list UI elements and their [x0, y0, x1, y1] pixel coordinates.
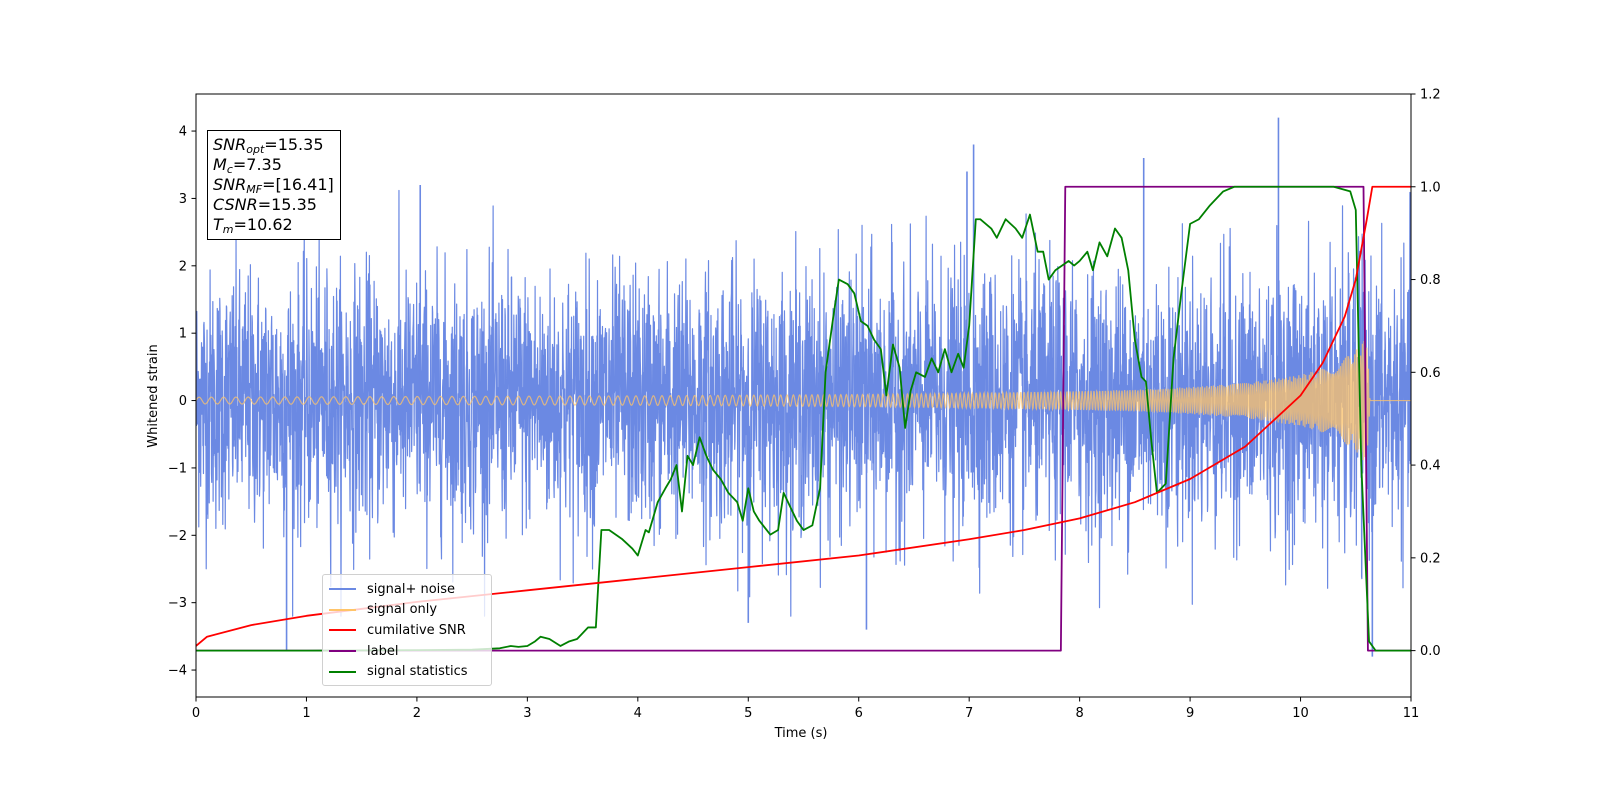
legend-swatch-signal-noise — [329, 588, 356, 591]
legend-swatch-signal-statistics — [329, 670, 356, 673]
y-left-tick-label: 2 — [179, 259, 187, 274]
right-y-axis-ticks: 0.0 0.2 0.4 0.6 0.8 1.0 1.2 — [1411, 88, 1441, 659]
snr-opt-annotation: SNRopt=15.35 — [213, 135, 324, 156]
y-left-tick-label: 4 — [179, 125, 187, 140]
y-axis-label: Whitened strain — [146, 344, 161, 447]
legend-item-cumulative-snr: cumilative SNR — [329, 620, 485, 641]
csnr-annotation: CSNR=15.35 — [213, 195, 317, 214]
legend-swatch-label — [329, 650, 356, 653]
snr-annotation-box: SNRopt=15.35 Mc=7.35 SNRMF=[16.41] CSNR=… — [207, 130, 341, 240]
legend-swatch-cumulative-snr — [329, 629, 356, 632]
x-tick-label: 9 — [1186, 706, 1194, 721]
signal-noise-trace — [196, 189, 1411, 617]
y-right-tick-label: 0.8 — [1420, 273, 1441, 288]
legend-swatch-signal-only — [329, 608, 356, 611]
y-left-tick-label: −3 — [168, 596, 187, 611]
x-tick-label: 6 — [855, 706, 863, 721]
left-y-axis-ticks: −4 −3 −2 −1 0 1 2 3 4 — [168, 125, 196, 679]
chart-legend: signal+ noise signal only cumilative SNR… — [322, 574, 492, 686]
y-left-tick-label: 0 — [179, 394, 187, 409]
x-tick-label: 8 — [1075, 706, 1083, 721]
y-right-tick-label: 0.0 — [1420, 644, 1441, 659]
y-right-tick-label: 0.6 — [1420, 366, 1441, 381]
legend-label-signal-only: signal only — [367, 602, 438, 618]
x-tick-label: 11 — [1403, 706, 1420, 721]
chirp-mass-annotation: Mc=7.35 — [213, 155, 282, 176]
y-right-tick-label: 0.4 — [1420, 459, 1441, 474]
y-right-tick-label: 1.0 — [1420, 180, 1441, 195]
legend-item-label: label — [329, 641, 485, 662]
x-tick-label: 0 — [192, 706, 200, 721]
x-tick-label: 10 — [1292, 706, 1309, 721]
y-left-tick-label: −4 — [168, 664, 187, 679]
plot-frame — [195, 93, 1412, 698]
x-axis-label: Time (s) — [774, 726, 828, 741]
legend-item-signal-noise: signal+ noise — [329, 579, 485, 600]
legend-label-signal-statistics: signal statistics — [367, 664, 468, 680]
legend-label-cumulative-snr: cumilative SNR — [367, 622, 466, 638]
y-left-tick-label: −2 — [168, 529, 187, 544]
x-tick-label: 1 — [302, 706, 310, 721]
y-left-tick-label: 3 — [179, 192, 187, 207]
signal-only-trace — [196, 340, 1411, 461]
snr-mf-annotation: SNRMF=[16.41] — [213, 175, 334, 196]
y-right-tick-label: 1.2 — [1420, 88, 1441, 103]
x-tick-label: 3 — [523, 706, 531, 721]
x-tick-label: 7 — [965, 706, 973, 721]
legend-item-signal-only: signal only — [329, 600, 485, 621]
x-tick-label: 5 — [744, 706, 752, 721]
y-left-tick-label: 1 — [179, 327, 187, 342]
y-right-tick-label: 0.2 — [1420, 551, 1441, 566]
legend-label-label: label — [367, 643, 399, 659]
x-tick-label: 2 — [413, 706, 421, 721]
legend-label-signal-noise: signal+ noise — [367, 581, 456, 597]
x-axis-ticks: 0 1 2 3 4 5 6 7 8 9 10 11 — [192, 697, 1419, 721]
signal-only-series — [196, 340, 1411, 461]
signal-noise-series — [196, 117, 1411, 657]
merger-time-annotation: Tm=10.62 — [213, 215, 293, 236]
legend-item-signal-statistics: signal statistics — [329, 661, 485, 682]
x-tick-label: 4 — [634, 706, 642, 721]
y-left-tick-label: −1 — [168, 461, 187, 476]
